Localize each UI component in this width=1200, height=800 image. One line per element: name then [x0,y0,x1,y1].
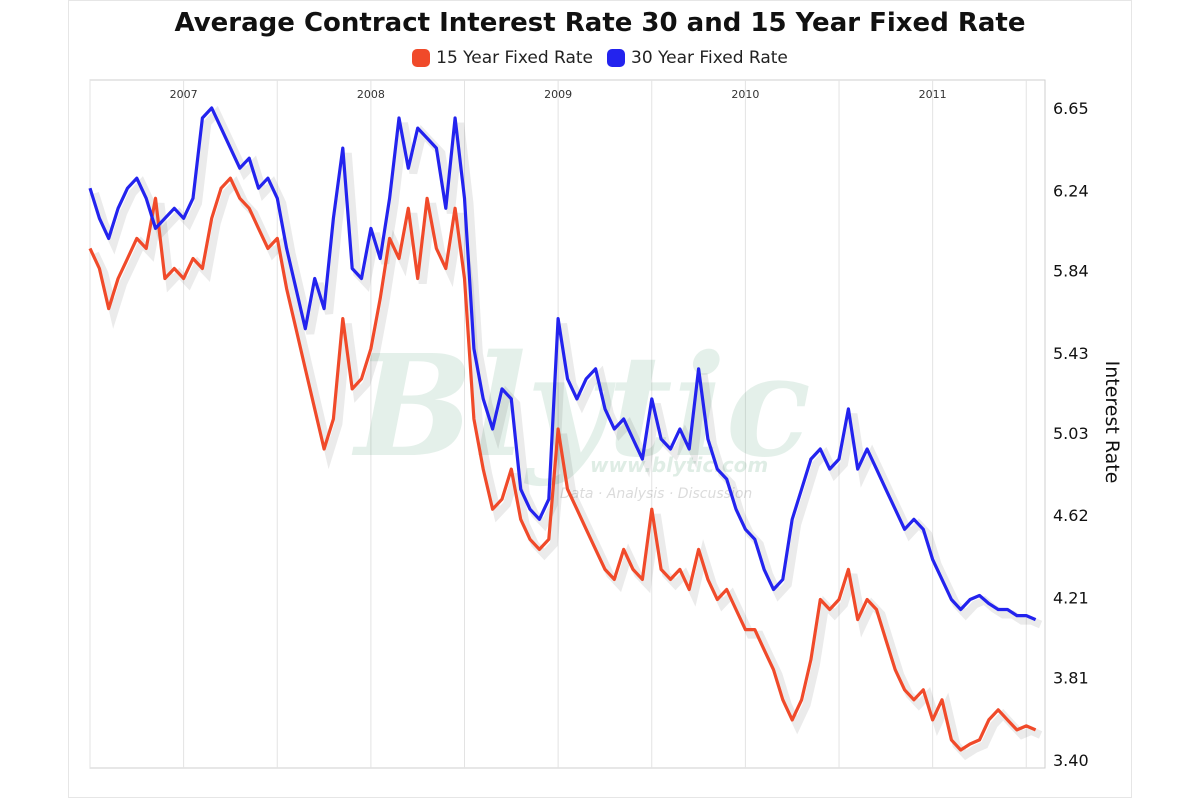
watermark-tagline: Data · Analysis · Discussion [560,486,752,502]
watermark-url: www.blytic.com [590,453,768,477]
x-tick-label: 2011 [919,88,947,101]
y-tick-label: 3.81 [1053,669,1089,688]
chart-title: Average Contract Interest Rate 30 and 15… [174,8,1026,38]
series-line-30yr[interactable] [88,106,1037,622]
y-axis-label: Interest Rate [1101,361,1123,484]
y-tick-label: 5.03 [1053,424,1089,443]
axis-ticks: 3.40 3.81 4.21 4.62 5.03 5.43 5.84 6.24 6.65 2007… [170,88,1089,770]
y-tick-label: 4.21 [1053,589,1089,608]
legend-swatch-30yr [607,49,625,67]
y-tick-label: 5.43 [1053,344,1089,363]
y-tick-label: 6.24 [1053,181,1089,200]
series-lines [88,105,1043,761]
legend-item-15yr[interactable]: 15 Year Fixed Rate [412,48,593,68]
watermark: Blytic www.blytic.com Data · Analysis · … [351,325,811,502]
legend-label-15yr: 15 Year Fixed Rate [436,48,593,68]
watermark-brand: Blytic [351,325,811,489]
legend-swatch-15yr [412,49,431,67]
x-tick-label: 2007 [170,88,198,101]
series-shadow [91,176,1043,761]
chart-frame [68,0,1132,798]
legend-label-30yr: 30 Year Fixed Rate [631,48,788,68]
x-tick-label: 2008 [357,88,385,101]
y-tick-label: 6.65 [1053,99,1089,118]
series-line-15yr[interactable] [88,176,1037,752]
legend-item-30yr[interactable]: 30 Year Fixed Rate [607,48,788,68]
y-tick-label: 4.62 [1053,506,1089,525]
y-tick-label: 3.40 [1053,751,1089,770]
legend: 15 Year Fixed Rate 30 Year Fixed Rate [0,48,1200,68]
y-tick-label: 5.84 [1053,261,1089,280]
x-tick-label: 2009 [544,88,572,101]
x-tick-label: 2010 [731,88,759,101]
